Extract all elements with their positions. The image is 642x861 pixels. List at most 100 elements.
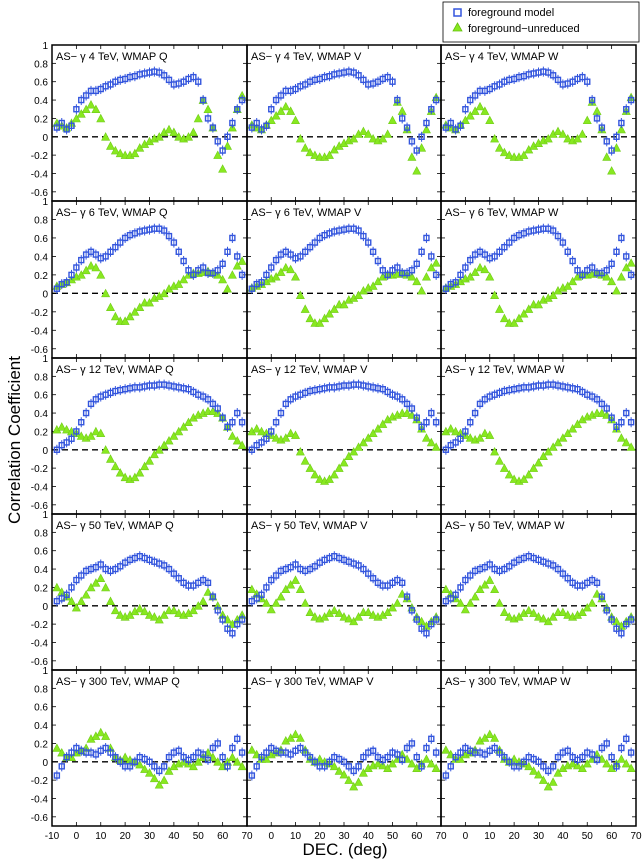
- point-unreduced: [490, 446, 500, 456]
- point-model: [68, 271, 75, 279]
- point-model: [258, 126, 265, 133]
- point-model: [311, 239, 319, 246]
- point-model: [92, 251, 100, 258]
- point-unreduced: [558, 607, 568, 616]
- point-unreduced: [81, 590, 91, 599]
- panel-r0-c1: AS− γ 4 TeV, WMAP V: [246, 44, 442, 202]
- point-unreduced: [218, 164, 228, 173]
- point-unreduced: [135, 603, 145, 613]
- panel-r4-c0: -0.6 -0.4 -0.2 0 0.2 0.4 0.6 0.8 1 -10 0 10 20 30 40 50…: [31, 666, 253, 842]
- point-unreduced: [358, 126, 368, 136]
- point-model: [623, 735, 630, 743]
- point-model: [486, 561, 493, 568]
- point-unreduced: [548, 612, 558, 621]
- point-unreduced: [388, 758, 397, 768]
- point-model: [428, 253, 435, 260]
- legend: foreground model foreground−unreduced: [442, 1, 640, 43]
- point-model: [549, 562, 557, 569]
- point-unreduced: [154, 614, 164, 624]
- point-unreduced: [573, 760, 582, 770]
- point-unreduced: [504, 612, 514, 621]
- point-model: [559, 570, 567, 577]
- point-unreduced: [446, 424, 456, 433]
- point-unreduced: [145, 456, 154, 465]
- point-model: [287, 751, 294, 758]
- point-unreduced: [110, 605, 120, 615]
- panel-label: AS− γ 50 TeV, WMAP V: [251, 520, 368, 532]
- point-model: [355, 227, 362, 234]
- point-unreduced: [495, 304, 504, 313]
- point-model: [58, 763, 65, 770]
- point-unreduced: [543, 616, 553, 626]
- point-model: [170, 570, 178, 577]
- point-unreduced: [354, 612, 364, 621]
- panel-r4-c2: 0 10 20 30 40 50 60 70 AS− γ 300 TeV, WMAP W: [440, 669, 642, 842]
- point-model: [613, 423, 620, 431]
- point-unreduced: [281, 101, 291, 111]
- y-tick-label: -0.4: [31, 326, 49, 337]
- point-model: [618, 744, 625, 752]
- point-model: [306, 753, 314, 761]
- point-unreduced: [261, 598, 271, 607]
- point-model: [78, 572, 85, 579]
- point-model: [588, 264, 596, 271]
- point-model: [360, 76, 367, 84]
- point-unreduced: [135, 468, 145, 477]
- point-unreduced: [115, 468, 125, 477]
- point-unreduced: [607, 276, 617, 286]
- point-unreduced: [490, 584, 500, 594]
- x-tick-label: 40: [168, 831, 180, 842]
- point-model: [603, 267, 610, 274]
- y-tick-label: 1: [42, 41, 48, 52]
- point-unreduced: [276, 267, 286, 276]
- point-unreduced: [247, 584, 257, 594]
- point-model: [224, 423, 231, 431]
- y-tick-label: -0.6: [31, 188, 49, 199]
- point-model: [263, 749, 270, 756]
- point-model: [418, 423, 425, 431]
- panel-label: AS− γ 6 TeV, WMAP V: [251, 207, 362, 219]
- point-model: [369, 248, 377, 255]
- point-unreduced: [57, 422, 67, 431]
- point-model: [618, 119, 625, 127]
- point-model: [199, 264, 207, 271]
- point-model: [248, 285, 256, 292]
- point-model: [471, 409, 479, 417]
- point-unreduced: [184, 417, 193, 427]
- point-model: [423, 119, 430, 127]
- point-unreduced: [300, 456, 310, 465]
- point-unreduced: [237, 440, 247, 449]
- point-model: [253, 595, 260, 602]
- point-unreduced: [120, 472, 130, 482]
- point-unreduced: [344, 451, 354, 460]
- point-unreduced: [373, 424, 383, 433]
- point-unreduced: [149, 449, 159, 459]
- point-unreduced: [582, 758, 592, 768]
- point-unreduced: [305, 313, 315, 323]
- point-model: [229, 234, 236, 242]
- point-unreduced: [499, 147, 509, 157]
- point-model: [185, 267, 192, 274]
- point-model: [224, 133, 231, 140]
- point-model: [623, 620, 630, 628]
- panel-label: AS− γ 50 TeV, WMAP Q: [56, 520, 174, 532]
- point-model: [535, 758, 542, 765]
- point-unreduced: [524, 304, 534, 313]
- point-unreduced: [383, 607, 393, 616]
- point-unreduced: [295, 290, 305, 300]
- point-unreduced: [184, 132, 193, 141]
- x-tick-label: 50: [387, 831, 399, 842]
- point-unreduced: [495, 456, 504, 465]
- point-unreduced: [101, 445, 111, 454]
- point-unreduced: [577, 129, 587, 138]
- point-unreduced: [548, 777, 558, 786]
- point-model: [204, 396, 212, 403]
- point-unreduced: [329, 605, 339, 615]
- point-model: [107, 248, 114, 255]
- point-model: [574, 267, 581, 274]
- point-model: [165, 232, 173, 240]
- point-model: [268, 264, 275, 271]
- panel-frame: [440, 513, 637, 671]
- point-unreduced: [373, 276, 383, 286]
- point-unreduced: [368, 281, 378, 290]
